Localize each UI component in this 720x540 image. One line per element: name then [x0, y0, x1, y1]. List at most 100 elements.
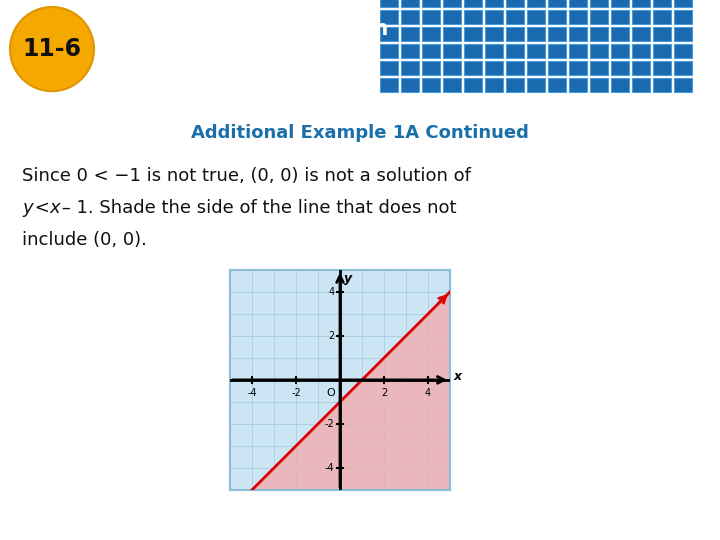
Bar	[422, 0, 440, 7]
Text: Pre-Algebra: Pre-Algebra	[12, 516, 105, 530]
Bar	[590, 27, 608, 41]
Bar	[569, 78, 587, 92]
Text: y: y	[344, 272, 353, 285]
Bar	[590, 61, 608, 75]
Text: <: <	[29, 199, 55, 217]
Bar	[653, 10, 671, 24]
Bar	[464, 61, 482, 75]
Text: Since 0 < −1 is not true, (0, 0) is not a solution of: Since 0 < −1 is not true, (0, 0) is not …	[22, 167, 471, 185]
Bar	[401, 0, 419, 7]
Bar	[548, 78, 566, 92]
Text: Additional Example 1A Continued: Additional Example 1A Continued	[191, 124, 529, 142]
Bar	[464, 78, 482, 92]
Bar	[380, 61, 398, 75]
Text: Two Variables: Two Variables	[105, 57, 267, 77]
Bar	[380, 27, 398, 41]
Bar	[674, 61, 692, 75]
Bar	[443, 78, 461, 92]
Bar	[632, 10, 650, 24]
Bar	[632, 0, 650, 7]
Bar	[527, 10, 545, 24]
Text: 11-6: 11-6	[22, 37, 81, 61]
Bar	[401, 10, 419, 24]
Bar	[590, 0, 608, 7]
Polygon shape	[252, 292, 450, 490]
Bar	[527, 78, 545, 92]
Bar	[443, 44, 461, 58]
Bar	[506, 27, 524, 41]
Bar	[485, 44, 503, 58]
Bar	[401, 78, 419, 92]
Bar	[422, 27, 440, 41]
Bar	[548, 0, 566, 7]
Text: -4: -4	[325, 463, 335, 473]
Bar	[653, 61, 671, 75]
Bar	[527, 27, 545, 41]
Bar	[464, 27, 482, 41]
Bar	[611, 0, 629, 7]
Text: 2: 2	[328, 331, 335, 341]
Bar	[443, 27, 461, 41]
Text: include (0, 0).: include (0, 0).	[22, 231, 147, 249]
Bar	[422, 44, 440, 58]
Bar	[569, 0, 587, 7]
Bar	[590, 44, 608, 58]
Bar	[485, 0, 503, 7]
Bar	[527, 44, 545, 58]
Bar	[443, 0, 461, 7]
Bar	[674, 44, 692, 58]
Bar	[485, 78, 503, 92]
Text: -4: -4	[247, 388, 257, 397]
Bar	[506, 10, 524, 24]
Bar	[380, 0, 398, 7]
Bar	[653, 78, 671, 92]
Bar	[569, 10, 587, 24]
Bar	[611, 61, 629, 75]
Bar	[380, 10, 398, 24]
Bar	[485, 61, 503, 75]
Bar	[506, 44, 524, 58]
Bar	[569, 44, 587, 58]
Bar	[548, 44, 566, 58]
Bar	[527, 61, 545, 75]
Bar	[506, 0, 524, 7]
Bar	[401, 44, 419, 58]
Bar	[506, 78, 524, 92]
Bar	[632, 44, 650, 58]
Bar	[611, 10, 629, 24]
Bar	[548, 27, 566, 41]
Text: x: x	[49, 199, 60, 217]
Bar	[422, 10, 440, 24]
Bar	[674, 10, 692, 24]
Text: – 1. Shade the side of the line that does not: – 1. Shade the side of the line that doe…	[56, 199, 456, 217]
Text: -2: -2	[325, 419, 335, 429]
Bar	[380, 78, 398, 92]
Bar	[443, 10, 461, 24]
Bar	[443, 61, 461, 75]
Bar	[653, 0, 671, 7]
Bar	[653, 27, 671, 41]
Bar	[464, 10, 482, 24]
Text: 4: 4	[425, 388, 431, 397]
Bar	[380, 44, 398, 58]
Bar	[548, 10, 566, 24]
Bar	[611, 44, 629, 58]
Text: 4: 4	[328, 287, 335, 297]
Bar	[632, 27, 650, 41]
Bar	[611, 78, 629, 92]
Text: -2: -2	[291, 388, 301, 397]
Bar	[401, 61, 419, 75]
Bar	[422, 78, 440, 92]
Bar	[632, 78, 650, 92]
Text: x: x	[454, 370, 462, 383]
Bar	[485, 10, 503, 24]
Bar	[590, 10, 608, 24]
Bar	[464, 44, 482, 58]
Bar	[674, 78, 692, 92]
Bar	[569, 61, 587, 75]
Bar	[464, 0, 482, 7]
Text: O: O	[327, 388, 336, 397]
Text: Graphing Inequalities in: Graphing Inequalities in	[105, 19, 388, 39]
Bar	[401, 27, 419, 41]
Bar	[569, 27, 587, 41]
